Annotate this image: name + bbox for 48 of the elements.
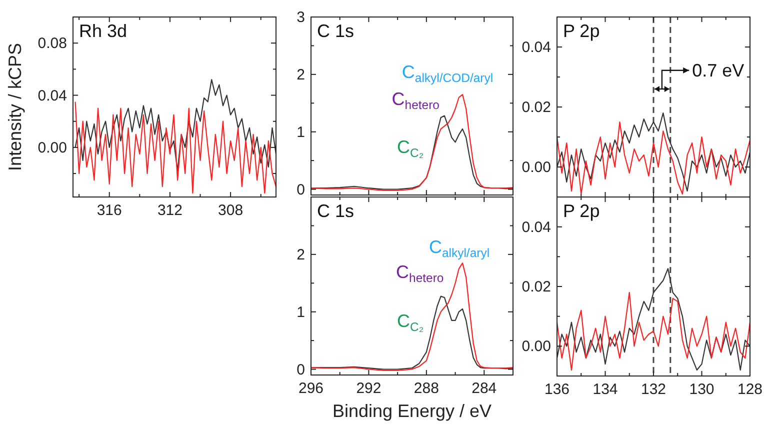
y-tick-label: 0.02 [522,278,551,296]
y-tick-label: 0.00 [522,159,551,176]
x-tick-label: 130 [689,381,714,398]
chart-title: C 1s [317,201,354,221]
line-series [74,79,276,172]
x-tick-label: 296 [298,380,324,397]
y-tick-label: 2 [296,246,305,264]
line-series [311,262,513,371]
y-tick-label: 0.00 [38,139,67,156]
line-series [557,268,750,371]
x-tick-label: 134 [592,381,618,398]
y-tick-label: 1 [296,124,305,141]
annotation: C$_{alkyl/aryl}$ [428,237,490,260]
annotation: C$_{hetero}$ [392,88,440,112]
x-tick-label: 288 [414,380,439,397]
line-series [74,101,276,194]
annotation: C$_{C₂}$ [397,136,424,160]
y-tick-label: 0 [296,181,305,198]
y-tick-label: 1 [296,304,305,321]
x-tick-label: 132 [640,381,666,398]
x-tick-label: 316 [96,202,122,219]
chart-title: P 2p [563,201,600,221]
y-tick-label: 0.04 [522,218,551,236]
y-tick-label: 0 [296,361,305,378]
annotation: 0.7 eV [692,60,744,80]
x-tick-label: 312 [157,202,182,219]
y-tick-label: 0.02 [522,99,551,116]
y-tick-label: 0.04 [38,87,67,104]
chart-title: P 2p [563,21,600,41]
x-tick-label: 136 [544,381,570,398]
annotation: C$_{hetero}$ [396,262,444,285]
chart-title: C 1s [317,21,354,41]
x-tick-label: 308 [218,202,244,219]
y-tick-label: 0.00 [522,338,551,356]
chart-title: Rh 3d [79,21,128,41]
annotation: C$_{C₂}$ [397,310,424,334]
line-series [557,292,750,371]
annotation: C$_{alkyl/COD/aryl}$ [402,62,494,85]
y-tick-label: 0.04 [522,39,551,56]
x-tick-label: 284 [472,380,497,397]
line-series [311,94,513,191]
x-tick-label: 292 [356,380,382,397]
x-axis-title: Binding Energy / eV [332,401,492,421]
y-tick-label: 0.08 [38,35,67,52]
y-tick-label: 3 [296,9,305,26]
y-axis-title: Intensity / kCPS [5,42,25,172]
y-tick-label: 2 [296,66,305,84]
x-tick-label: 128 [737,381,763,398]
